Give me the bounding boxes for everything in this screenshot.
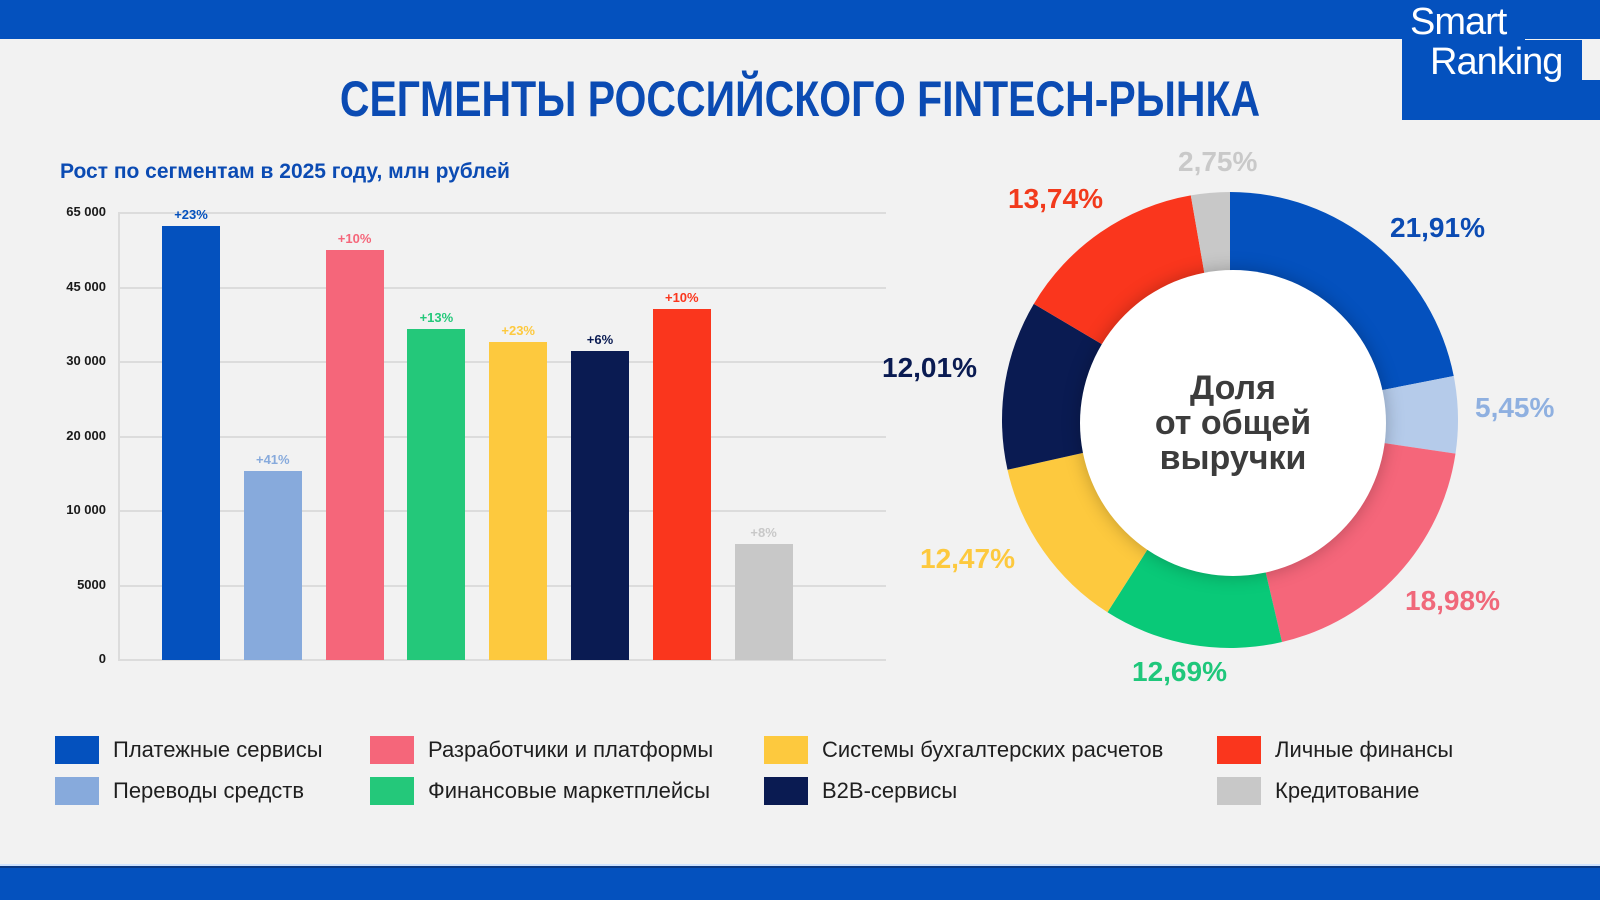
donut-percent-label: 2,75% — [1178, 146, 1258, 177]
gridline — [118, 286, 886, 289]
bar-growth-label: +23% — [174, 206, 208, 222]
bar — [243, 470, 302, 660]
bar-growth-label: +41% — [255, 451, 290, 467]
bar-growth-label: +13% — [419, 309, 454, 325]
logo-block — [1402, 80, 1600, 120]
bar — [571, 351, 629, 660]
legend-label: Системы бухгалтерских расчетов — [822, 737, 1164, 762]
legend-item: Переводы средств — [55, 776, 304, 806]
logo-block — [1402, 0, 1525, 40]
donut-percent-label: 18,98% — [1405, 585, 1500, 616]
y-tick-label: 0 — [98, 651, 106, 666]
bar — [407, 328, 466, 660]
logo-text-line2: Ranking — [1430, 41, 1563, 83]
legend-item: Кредитование — [1217, 776, 1419, 806]
bar — [489, 341, 548, 660]
donut-percent-label: 12,01% — [882, 352, 977, 383]
legend-label: Разработчики и платформы — [428, 737, 714, 762]
logo-text-line1: Smart — [1410, 1, 1507, 43]
bottom-banner — [0, 864, 1600, 900]
y-tick-label: 10 000 — [66, 502, 106, 517]
y-tick-label: 5000 — [77, 576, 106, 592]
legend-swatch — [55, 736, 99, 764]
legend-label: Личные финансы — [1275, 737, 1454, 762]
gridline — [118, 659, 886, 661]
bar-growth-label: +10% — [664, 289, 699, 305]
y-tick-label: 65 000 — [66, 204, 106, 219]
donut-percent-label: 21,91% — [1390, 212, 1485, 243]
legend-label: Платежные сервисы — [113, 737, 323, 762]
donut-percent-label: 12,47% — [920, 543, 1015, 574]
legend: Платежные сервисы Переводы средств Разрабо… — [55, 735, 1575, 835]
legend-item: Разработчики и платформы — [370, 735, 713, 765]
gridline — [118, 212, 886, 214]
y-tick-label: 30 000 — [66, 353, 106, 368]
legend-item: Платежные сервисы — [55, 735, 323, 765]
legend-item: Финансовые маркетплейсы — [370, 776, 710, 806]
legend-swatch — [764, 736, 808, 764]
legend-swatch — [55, 777, 99, 805]
legend-swatch — [764, 777, 808, 805]
bar — [162, 225, 220, 660]
y-tick-label: 20 000 — [66, 427, 106, 443]
donut-percent-label: 13,74% — [1008, 183, 1103, 214]
legend-swatch — [370, 736, 414, 764]
legend-item: Системы бухгалтерских расчетов — [764, 735, 1163, 765]
bar — [652, 308, 711, 660]
legend-label: B2B-сервисы — [822, 778, 958, 803]
logo-block — [1402, 40, 1582, 80]
donut-center-label: Доля от общей выручки — [1080, 270, 1386, 576]
donut-percent-label: 12,69% — [1132, 656, 1227, 687]
legend-label: Кредитование — [1275, 778, 1420, 803]
bar-chart-subtitle: Рост по сегментам в 2025 году, млн рубле… — [60, 160, 510, 183]
legend-item: Личные финансы — [1217, 735, 1453, 765]
smart-ranking-logo: Smart Ranking — [1402, 0, 1600, 120]
y-tick-label: 45 000 — [66, 278, 106, 294]
bar — [734, 544, 793, 660]
legend-swatch — [1217, 777, 1261, 805]
top-banner — [0, 0, 1600, 39]
bar-chart: 0 5000 10 000 20 000 30 000 45 000 65 000 +23% +… — [40, 200, 886, 680]
legend-swatch — [370, 777, 414, 805]
bar-growth-label: +6% — [586, 332, 614, 348]
legend-swatch — [1217, 736, 1261, 764]
page-title: СЕГМЕНТЫ РОССИЙСКОГО FINTECH-РЫНКА — [339, 71, 1261, 127]
donut-center-line1: Доля — [1190, 368, 1276, 407]
legend-label: Финансовые маркетплейсы — [428, 778, 711, 803]
donut-center-line3: выручки — [1159, 438, 1307, 477]
legend-item: B2B-сервисы — [764, 776, 957, 806]
donut-center-line2: от общей — [1154, 403, 1312, 442]
bar-growth-label: +8% — [750, 525, 777, 541]
donut-percent-label: 5,45% — [1475, 392, 1555, 423]
legend-label: Переводы средств — [113, 778, 305, 803]
bar — [325, 249, 384, 660]
bar-growth-label: +10% — [337, 230, 372, 246]
bar-growth-label: +23% — [501, 322, 535, 338]
